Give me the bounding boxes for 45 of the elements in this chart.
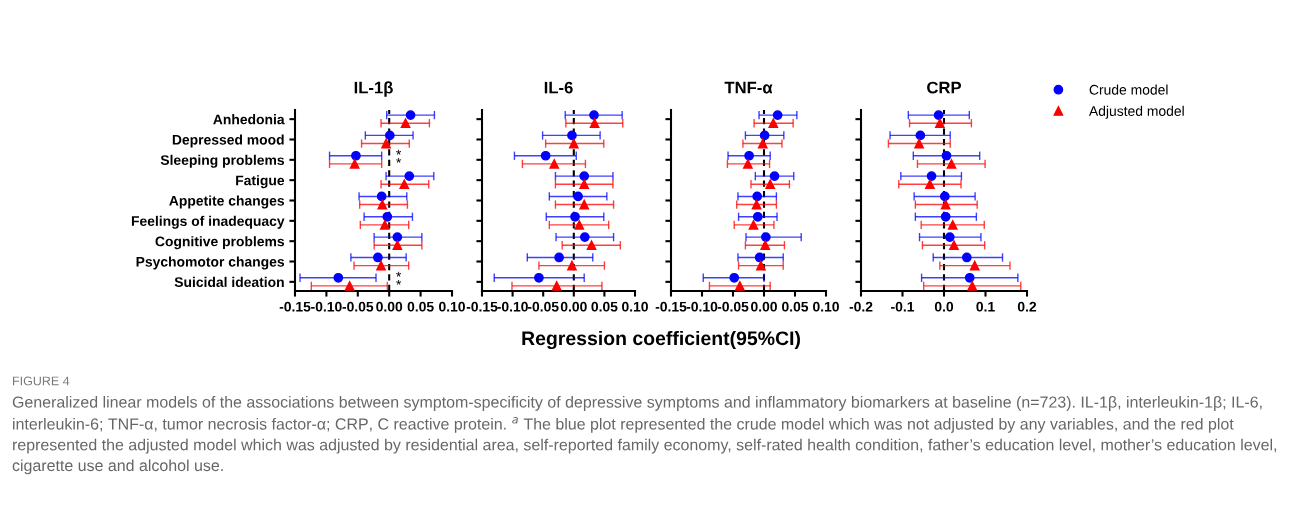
y-tick-label: Anhedonia — [213, 114, 285, 125]
chart-title: TNF-α — [724, 81, 773, 94]
legend-label: Crude model — [1089, 84, 1168, 95]
x-tick-label: -0.10 — [311, 301, 342, 312]
x-tick-label: -0.05 — [527, 301, 559, 312]
text: Generalized linear models of the associations between symptom-specificity of depressive symptoms and inflammatory biomarkers at baseline (n=723). IL-1β, interleukin-1β; IL-6, interleukin-6; TNF-α, tumor necrosis factor-α; CRP, C reactive protein. $^{a}$ The blue plot represented the crude model which was not adjusted by any variables, and the red plot represented the adjusted model which was adjusted by residential area, self-reported family economy, self-rated health condition, father’s education level, mother’s education level, cigarette use and alcohol use. — [12, 396, 1277, 475]
x-tick-label: 0.10 — [622, 301, 648, 312]
x-tick-label: -0.15 — [466, 301, 498, 312]
legend-label: Adjusted model — [1088, 105, 1184, 119]
x-tick-label: 0.00 — [751, 301, 777, 312]
x-tick-label: -0.15 — [279, 301, 311, 312]
chart-title: CRP — [927, 81, 962, 94]
x-tick-label: 0.05 — [782, 301, 809, 312]
x-tick-label: -0.15 — [655, 301, 687, 312]
y-tick-label: Cognitive problems — [155, 236, 285, 250]
annotation: * — [396, 157, 402, 163]
x-axis-title: Regression coefficient(95%CI) — [522, 330, 800, 350]
annotation: * — [396, 271, 402, 277]
x-tick-label: 0.10 — [813, 301, 839, 312]
y-tick-label: Depressed mood — [172, 134, 284, 148]
x-tick-label: 0.1 — [976, 301, 995, 312]
y-tick-label: Appetite changes — [169, 195, 285, 209]
x-tick-label: 0.10 — [439, 301, 465, 312]
x-tick-label: -0.1 — [891, 301, 915, 312]
y-tick-label: Psychomotor changes — [136, 256, 285, 270]
x-tick-label: 0.05 — [591, 301, 618, 312]
chart-title: IL-1β — [354, 81, 393, 97]
annotation: * — [396, 149, 402, 155]
x-tick-label: -0.2 — [849, 301, 873, 312]
caption: FIGURE 4 — [13, 376, 70, 386]
y-tick-label: Feelings of inadequacy — [131, 215, 285, 229]
x-tick-label: 0.00 — [560, 301, 587, 312]
x-tick-label: 0.00 — [376, 301, 403, 312]
x-tick-label: 0.2 — [1017, 301, 1037, 312]
y-tick-label: Sleeping problems — [160, 154, 285, 168]
x-tick-label: -0.10 — [686, 301, 718, 312]
y-tick-label: Fatigue — [236, 175, 285, 189]
x-tick-label: -0.05 — [717, 301, 749, 312]
y-tick-label: Suicidal ideation — [174, 276, 284, 288]
x-tick-label: -0.10 — [497, 301, 528, 312]
x-tick-label: 0.05 — [407, 301, 434, 312]
x-tick-label: 0.0 — [934, 301, 954, 312]
chart-title: IL-6 — [544, 81, 573, 94]
x-tick-label: -0.05 — [342, 301, 374, 312]
annotation: * — [396, 279, 402, 285]
